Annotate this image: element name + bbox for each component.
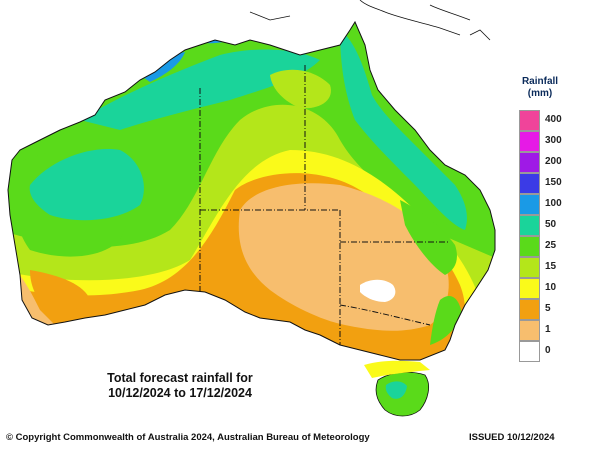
legend-swatch-150 [519, 173, 540, 194]
legend-label-15: 15 [545, 261, 557, 272]
legend-label-50: 50 [545, 219, 557, 230]
legend-label-1: 1 [545, 324, 551, 335]
state-borders [199, 65, 450, 345]
caption-line2: 10/12/2024 to 17/12/2024 [108, 386, 252, 400]
legend-label-100: 100 [545, 198, 562, 209]
caption-line1: Total forecast rainfall for [107, 371, 253, 385]
legend-label-25: 25 [545, 240, 557, 251]
legend-label-5: 5 [545, 303, 551, 314]
legend-label-0: 0 [545, 345, 551, 356]
legend-label-150: 150 [545, 177, 562, 188]
legend-label-10: 10 [545, 282, 557, 293]
tasmania [364, 360, 430, 417]
legend-swatch-10 [519, 278, 540, 299]
legend-swatch-1 [519, 320, 540, 341]
issued-date: ISSUED 10/12/2024 [469, 432, 555, 443]
neighbouring-islands [249, 0, 491, 41]
legend-title-line2: (mm) [527, 88, 553, 99]
legend-swatch-300 [519, 131, 540, 152]
legend-swatch-5 [519, 299, 540, 320]
legend-swatch-200 [519, 152, 540, 173]
legend-title-line1: Rainfall [521, 76, 559, 87]
legend-label-200: 200 [545, 156, 562, 167]
legend-swatch-100 [519, 194, 540, 215]
legend-swatch-400 [519, 110, 540, 131]
legend-label-400: 400 [545, 114, 562, 125]
legend-swatch-15 [519, 257, 540, 278]
legend-swatch-25 [519, 236, 540, 257]
map-caption: Total forecast rainfall for 10/12/2024 t… [90, 371, 270, 401]
legend-swatch-0 [519, 341, 540, 362]
coastline [7, 20, 496, 361]
copyright-text: © Copyright Commonwealth of Australia 20… [6, 432, 370, 443]
legend-title: Rainfall (mm) [510, 76, 570, 100]
legend-swatch-50 [519, 215, 540, 236]
legend-label-300: 300 [545, 135, 562, 146]
